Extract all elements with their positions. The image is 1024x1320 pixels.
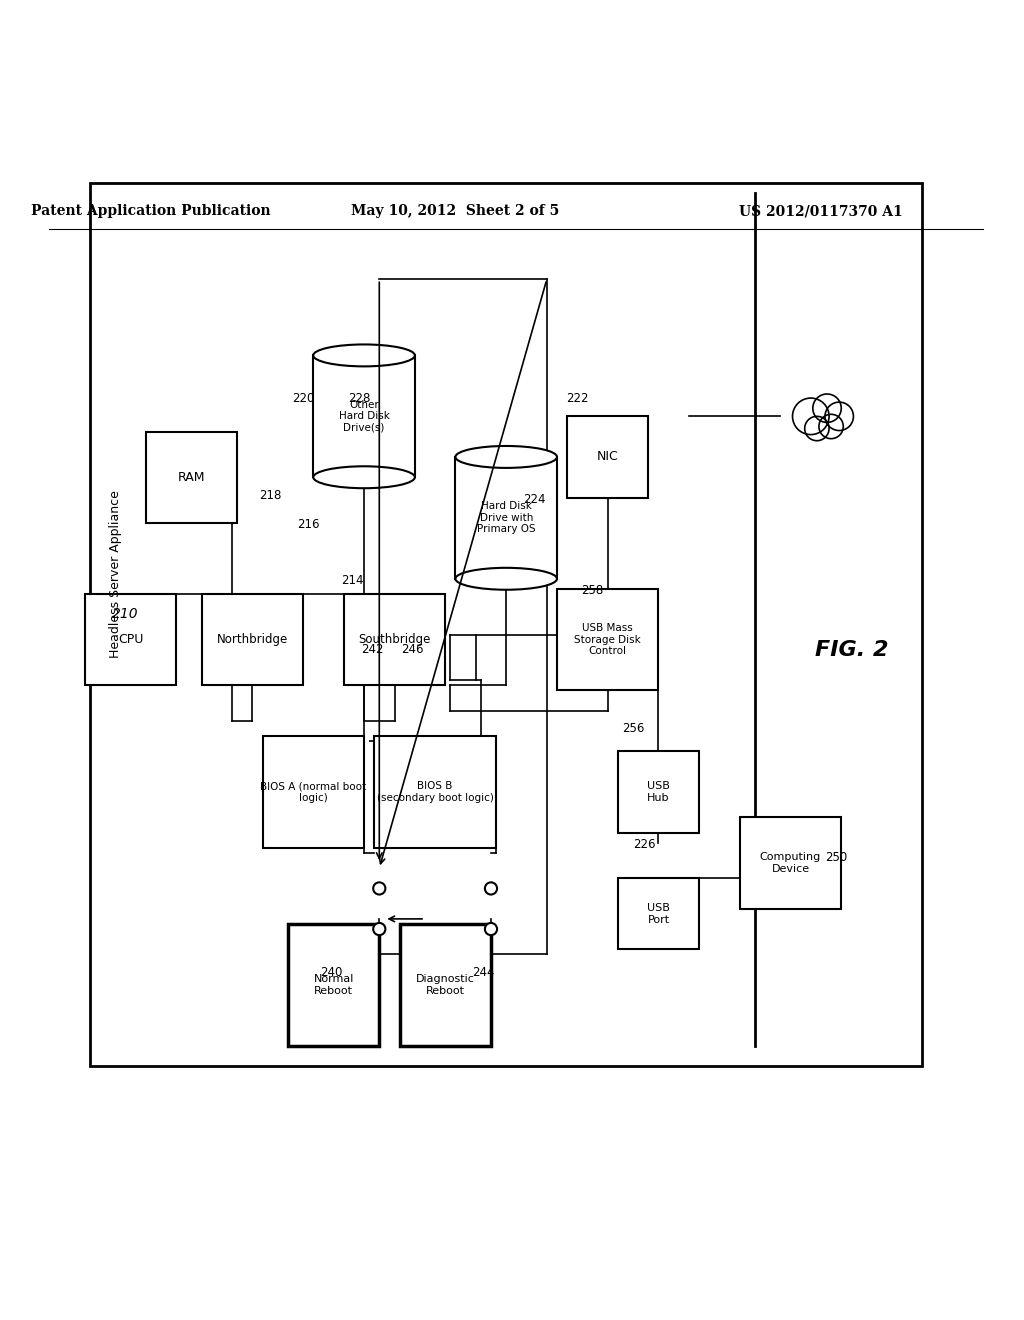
Text: USB Mass
Storage Disk
Control: USB Mass Storage Disk Control	[574, 623, 641, 656]
Text: NIC: NIC	[597, 450, 618, 463]
Text: 224: 224	[523, 494, 546, 506]
Text: May 10, 2012  Sheet 2 of 5: May 10, 2012 Sheet 2 of 5	[351, 205, 559, 218]
Text: 220: 220	[292, 392, 314, 404]
Circle shape	[805, 416, 829, 441]
FancyBboxPatch shape	[374, 737, 496, 847]
Text: Headless Server Appliance: Headless Server Appliance	[109, 490, 122, 657]
Text: Normal
Reboot: Normal Reboot	[313, 974, 353, 995]
Text: BIOS B
(secondary boot logic): BIOS B (secondary boot logic)	[377, 781, 494, 803]
FancyBboxPatch shape	[145, 432, 238, 523]
Text: US 2012/0117370 A1: US 2012/0117370 A1	[739, 205, 903, 218]
FancyBboxPatch shape	[85, 594, 176, 685]
Text: USB
Hub: USB Hub	[647, 781, 670, 803]
FancyBboxPatch shape	[90, 182, 923, 1067]
Text: CPU: CPU	[118, 634, 143, 647]
Text: 240: 240	[321, 966, 343, 979]
FancyBboxPatch shape	[262, 737, 365, 847]
FancyBboxPatch shape	[617, 878, 699, 949]
Text: Patent Application Publication: Patent Application Publication	[31, 205, 270, 218]
FancyBboxPatch shape	[567, 416, 648, 498]
FancyBboxPatch shape	[456, 457, 557, 578]
Ellipse shape	[456, 568, 557, 590]
Text: 210: 210	[113, 607, 139, 622]
Text: Diagnostic
Reboot: Diagnostic Reboot	[416, 974, 475, 995]
Text: Hard Disk
Drive with
Primary OS: Hard Disk Drive with Primary OS	[477, 502, 536, 535]
Text: 258: 258	[582, 585, 603, 598]
FancyBboxPatch shape	[344, 594, 445, 685]
Circle shape	[373, 923, 385, 935]
Text: 256: 256	[622, 722, 644, 734]
Circle shape	[813, 393, 842, 422]
Text: 222: 222	[566, 392, 589, 404]
Text: Computing
Device: Computing Device	[760, 853, 821, 874]
FancyBboxPatch shape	[557, 589, 658, 690]
Text: 250: 250	[825, 851, 847, 865]
Text: Northbridge: Northbridge	[217, 634, 288, 647]
Ellipse shape	[456, 446, 557, 467]
Circle shape	[373, 882, 385, 895]
FancyBboxPatch shape	[288, 924, 379, 1045]
Text: 246: 246	[401, 643, 424, 656]
Ellipse shape	[313, 466, 415, 488]
Text: 242: 242	[360, 643, 383, 656]
FancyBboxPatch shape	[739, 817, 842, 908]
Ellipse shape	[313, 345, 415, 367]
Text: 228: 228	[348, 392, 370, 404]
Text: 214: 214	[341, 574, 364, 587]
Text: RAM: RAM	[178, 471, 205, 483]
Circle shape	[825, 403, 853, 430]
Text: FIG. 2: FIG. 2	[815, 640, 888, 660]
Circle shape	[485, 882, 497, 895]
Circle shape	[793, 399, 829, 434]
Text: Other
Hard Disk
Drive(s): Other Hard Disk Drive(s)	[339, 400, 389, 433]
Text: 218: 218	[259, 488, 282, 502]
FancyBboxPatch shape	[399, 924, 490, 1045]
Text: Southbridge: Southbridge	[358, 634, 431, 647]
Text: 226: 226	[633, 838, 655, 851]
Text: 244: 244	[473, 966, 496, 979]
FancyBboxPatch shape	[313, 355, 415, 478]
FancyBboxPatch shape	[202, 594, 303, 685]
Text: BIOS A (normal boot
logic): BIOS A (normal boot logic)	[260, 781, 367, 803]
Circle shape	[819, 414, 844, 438]
Text: USB
Port: USB Port	[647, 903, 670, 924]
FancyBboxPatch shape	[617, 751, 699, 833]
Text: 216: 216	[297, 519, 319, 532]
Circle shape	[485, 923, 497, 935]
